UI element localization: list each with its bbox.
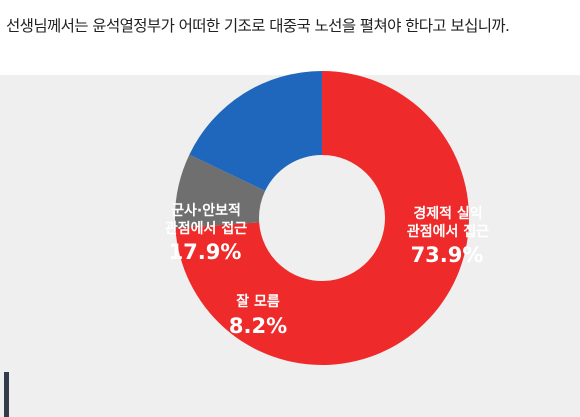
slice-label-unknown: 잘 모름 bbox=[236, 294, 280, 310]
slice-label-security-line2: 관점에서 접근 bbox=[165, 220, 247, 237]
slice-label-economic-line2: 관점에서 접근 bbox=[407, 223, 489, 240]
slice-economic bbox=[175, 71, 470, 365]
slice-unknown bbox=[175, 154, 266, 229]
slice-label-security-line1: 군사·안보적 bbox=[171, 202, 241, 219]
slice-value-security: 17.9% bbox=[169, 240, 242, 264]
accent-bar bbox=[4, 372, 9, 417]
slice-value-unknown: 8.2% bbox=[229, 314, 287, 338]
survey-question: 선생님께서는 윤석열정부가 어떠한 기조로 대중국 노선을 펼쳐야 한다고 보십… bbox=[6, 17, 510, 35]
slice-value-economic: 73.9% bbox=[411, 243, 484, 267]
slice-label-economic-line1: 경제적 실익 bbox=[413, 205, 482, 222]
slice-security bbox=[189, 71, 322, 191]
